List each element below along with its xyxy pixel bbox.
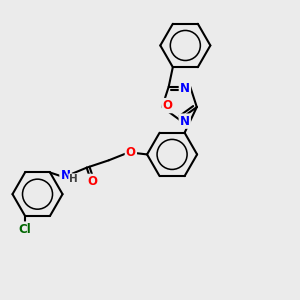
Text: Cl: Cl [19, 223, 32, 236]
Text: O: O [162, 99, 172, 112]
Text: N: N [61, 169, 70, 182]
Text: O: O [126, 146, 136, 159]
Text: N: N [180, 115, 190, 128]
Text: N: N [180, 82, 190, 94]
Text: H: H [69, 174, 78, 184]
Text: O: O [88, 175, 98, 188]
